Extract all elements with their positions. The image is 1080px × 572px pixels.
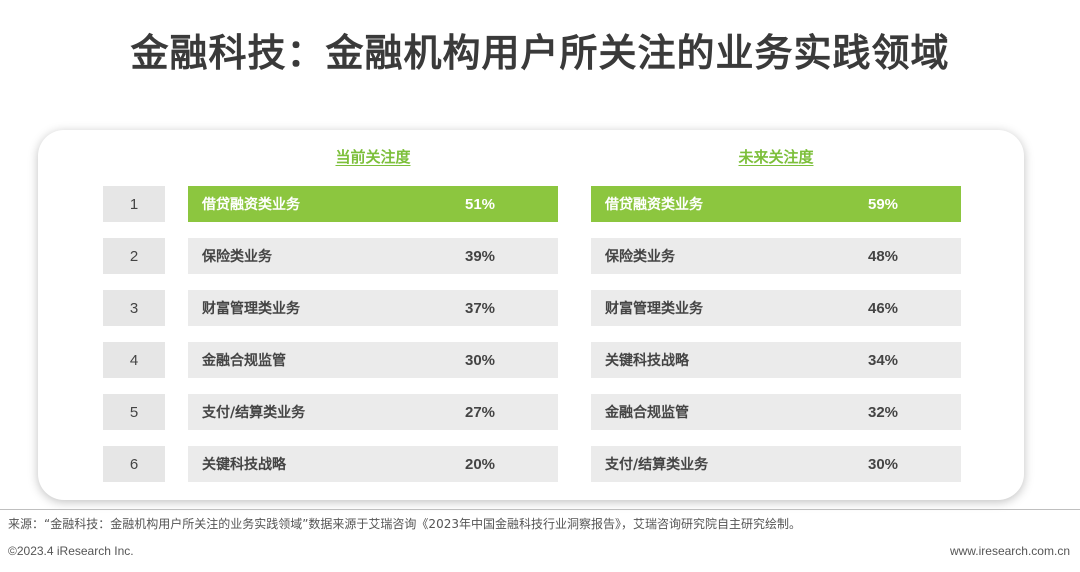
future-row: 财富管理类业务 46%: [591, 290, 961, 326]
future-item-value: 30%: [868, 455, 899, 473]
future-item-name: 借贷融资类业务: [605, 197, 703, 213]
rank-cell: 5: [103, 394, 165, 430]
current-item-name: 关键科技战略: [202, 457, 286, 473]
future-row: 借贷融资类业务 59%: [591, 186, 961, 222]
current-item-value: 30%: [465, 351, 496, 369]
current-row: 金融合规监管 30%: [188, 342, 558, 378]
future-attention-header: 未来关注度: [738, 148, 814, 166]
current-item-name: 财富管理类业务: [202, 301, 300, 317]
current-item-name: 借贷融资类业务: [202, 197, 300, 213]
current-item-name: 支付/结算类业务: [202, 405, 306, 421]
page-title: 金融科技：金融机构用户所关注的业务实践领域: [130, 31, 950, 75]
future-item-value: 48%: [868, 247, 899, 265]
future-row: 金融合规监管 32%: [591, 394, 961, 430]
current-item-name: 保险类业务: [202, 249, 272, 265]
future-item-name: 财富管理类业务: [605, 301, 703, 317]
future-row: 保险类业务 48%: [591, 238, 961, 274]
website-link[interactable]: www.iresearch.com.cn: [949, 544, 1070, 558]
future-item-name: 支付/结算类业务: [605, 457, 709, 473]
rank-cell: 1: [103, 186, 165, 222]
future-item-value: 32%: [868, 403, 899, 421]
current-row: 借贷融资类业务 51%: [188, 186, 558, 222]
current-item-value: 51%: [465, 195, 496, 213]
current-attention-header: 当前关注度: [335, 148, 411, 166]
source-note: 来源：“金融科技：金融机构用户所关注的业务实践领域”数据来源于艾瑞咨询《2023…: [8, 517, 801, 531]
future-item-name: 金融合规监管: [605, 405, 689, 421]
current-item-name: 金融合规监管: [202, 353, 286, 369]
current-row: 保险类业务 39%: [188, 238, 558, 274]
current-row: 支付/结算类业务 27%: [188, 394, 558, 430]
copyright: ©2023.4 iResearch Inc.: [8, 544, 134, 558]
future-row: 关键科技战略 34%: [591, 342, 961, 378]
current-item-value: 39%: [465, 247, 496, 265]
current-item-value: 27%: [465, 403, 496, 421]
rank-cell: 3: [103, 290, 165, 326]
rank-cell: 6: [103, 446, 165, 482]
current-item-value: 20%: [465, 455, 496, 473]
current-row: 关键科技战略 20%: [188, 446, 558, 482]
rank-cell: 4: [103, 342, 165, 378]
future-item-value: 46%: [868, 299, 899, 317]
future-row: 支付/结算类业务 30%: [591, 446, 961, 482]
future-item-name: 关键科技战略: [605, 353, 689, 369]
future-item-name: 保险类业务: [605, 249, 675, 265]
rank-cell: 2: [103, 238, 165, 274]
future-item-value: 59%: [868, 195, 899, 213]
divider: [0, 509, 1080, 510]
future-item-value: 34%: [868, 351, 899, 369]
current-item-value: 37%: [465, 299, 496, 317]
current-row: 财富管理类业务 37%: [188, 290, 558, 326]
